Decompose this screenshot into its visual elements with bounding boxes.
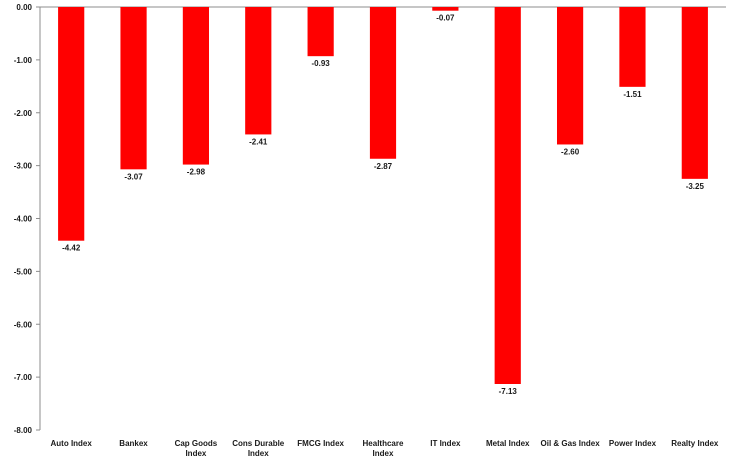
category-label-line: Realty Index [671,439,719,448]
category-label-line: FMCG Index [297,439,344,448]
category-label: Metal Index [486,439,530,448]
y-tick-label: -8.00 [14,426,33,435]
data-label: -3.07 [124,172,143,181]
bar [369,7,397,159]
category-label-line: Cap Goods [175,439,218,448]
category-label: Healthcare Index [363,439,404,458]
data-label: -3.25 [686,182,705,191]
y-tick-label: -3.00 [14,162,33,171]
data-label: -0.93 [312,59,331,68]
y-tick-label: -7.00 [14,373,33,382]
bar [58,7,85,241]
category-label: Power Index [609,439,657,448]
bar [307,7,334,57]
bar [245,7,272,135]
y-tick-label: -6.00 [14,320,33,329]
bar [681,7,708,179]
bar [494,7,521,384]
category-label: Cons Durable Index [232,439,285,458]
bar [432,7,459,11]
data-label: -7.13 [499,387,518,396]
category-label-line: Auto Index [51,439,93,448]
category-label-line: Oil & Gas Index [541,439,601,448]
bar [120,7,147,170]
category-label: FMCG Index [297,439,344,448]
y-tick-label: -2.00 [14,109,33,118]
category-label-line: IT Index [430,439,461,448]
y-tick-label: -1.00 [14,56,33,65]
category-label: IT Index [430,439,461,448]
bar [556,7,584,145]
bar [619,7,646,87]
data-label: -1.51 [623,90,642,99]
y-tick-label: -4.00 [14,215,33,224]
category-label: Realty Index [671,439,719,448]
category-label: Auto Index [51,439,93,448]
category-label-line: Index [185,449,206,458]
data-label: -2.41 [249,137,268,146]
bar [182,7,210,165]
category-label-line: Healthcare [363,439,404,448]
y-tick-label: -5.00 [14,267,33,276]
category-label-line: Metal Index [486,439,530,448]
data-label: -2.98 [187,168,206,177]
data-label: -0.07 [436,14,455,23]
category-label-line: Index [248,449,269,458]
chart-axes: 0.00 -1.00 -2.00 -3.00 -4.00 -5.00 -6.00 -7.00 -… [14,3,726,435]
category-label: Bankex [119,439,148,448]
chart-labels: -4.42 Auto Index -3.07 Bankex -2.98 Cap Goods… [51,14,719,458]
y-tick-label: 0.00 [16,3,32,12]
category-label: Oil & Gas Index [541,439,601,448]
category-label-line: Power Index [609,439,657,448]
data-label: -4.42 [62,244,81,253]
data-label: -2.87 [374,162,393,171]
category-label-line: Index [373,449,394,458]
category-label-line: Bankex [119,439,148,448]
category-label: Cap Goods Index [175,439,218,458]
data-label: -2.60 [561,147,580,156]
chart-bars [58,7,708,384]
category-label-line: Cons Durable [232,439,285,448]
